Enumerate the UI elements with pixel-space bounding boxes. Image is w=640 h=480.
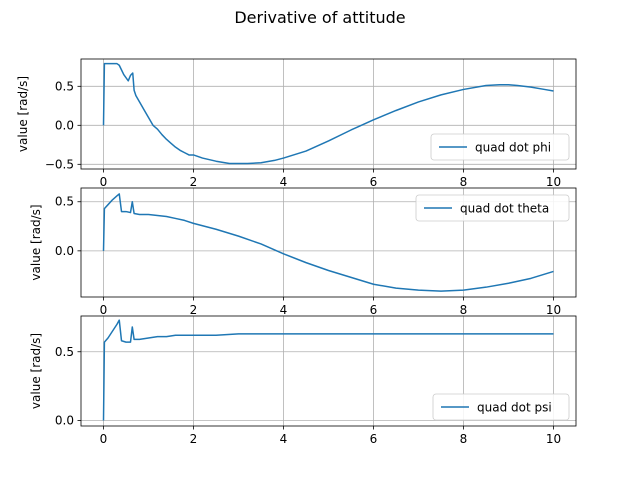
x-tick-label: 10 [546,432,561,446]
legend-box [430,133,570,161]
y-axis-label: value [rad/s] [16,76,30,152]
x-tick-label: 4 [280,432,288,446]
legend-label: quad dot phi [475,141,551,155]
y-tick-label: 0.0 [55,414,74,428]
legend-box [415,194,570,222]
x-tick-label: 4 [280,175,288,189]
y-axis-label: value [rad/s] [29,204,43,280]
series-line-1 [102,62,554,165]
x-tick-label: 2 [190,175,198,189]
y-tick-label: −0.5 [45,157,74,171]
legend-label: quad dot psi [477,401,552,415]
legend: quad dot psi [432,393,570,421]
series-line-1 [102,193,554,292]
figure-title: Derivative of attitude [234,8,405,27]
x-tick-label: 0 [100,303,108,317]
series-line-1 [102,319,554,421]
x-tick-label: 2 [190,432,198,446]
axes-frame [80,315,577,427]
x-tick-label: 6 [370,175,378,189]
y-tick-label: 0.5 [55,345,74,359]
subplot-2: 0 2 4 6 8 10 0.0 0.5 value [rad/s] quad dot theta [29,187,577,317]
legend: quad dot theta [415,194,570,222]
subplot-1: 0 2 4 6 8 10 −0.5 0.0 0.5 value [rad/s] quad dot p… [16,58,577,189]
subplot-3: 0 2 4 6 8 10 0.0 0.5 value [rad/s] quad dot psi [29,315,577,446]
axes-frame [80,58,577,170]
y-tick-label: 0.0 [55,244,74,258]
x-tick-label: 0 [100,175,108,189]
x-tick-label: 8 [460,175,468,189]
x-tick-label: 8 [460,432,468,446]
x-tick-label: 4 [280,303,288,317]
y-tick-label: 0.0 [55,118,74,132]
x-tick-label: 10 [546,175,561,189]
subplots: 0 2 4 6 8 10 −0.5 0.0 0.5 value [rad/s] quad dot p… [16,58,577,446]
x-tick-label: 6 [370,432,378,446]
legend: quad dot phi [430,133,570,161]
x-tick-label: 8 [460,303,468,317]
y-axis-label: value [rad/s] [29,333,43,409]
legend-label: quad dot theta [460,202,549,216]
x-tick-label: 6 [370,303,378,317]
x-tick-label: 0 [100,432,108,446]
legend-box [432,393,570,421]
x-tick-label: 2 [190,303,198,317]
y-tick-label: 0.5 [55,195,74,209]
axes-frame [80,187,577,298]
y-tick-label: 0.5 [55,79,74,93]
x-tick-label: 10 [546,303,561,317]
